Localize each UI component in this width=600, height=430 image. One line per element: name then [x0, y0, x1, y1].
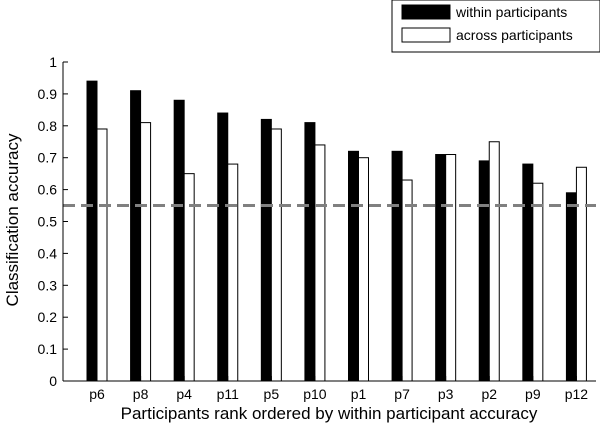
y-tick-label-0.2: 0.2 — [38, 309, 58, 325]
legend-label-within: within participants — [455, 4, 567, 20]
bar-across-p5 — [270, 128, 282, 382]
bar-across-p11 — [227, 163, 239, 382]
legend-swatch-within — [401, 4, 451, 20]
bar-across-p2 — [488, 141, 500, 382]
y-tick-label-0.5: 0.5 — [38, 214, 58, 230]
legend-label-across: across participants — [456, 27, 573, 43]
y-tick-label-0.7: 0.7 — [38, 150, 58, 166]
x-tick-label-p7: p7 — [394, 386, 410, 402]
x-tick-label-p11: p11 — [217, 386, 240, 402]
y-tick-label-0.8: 0.8 — [38, 118, 58, 134]
x-tick-label-p10: p10 — [303, 386, 327, 402]
x-tick-label-p2: p2 — [481, 386, 497, 402]
y-tick-label-0.6: 0.6 — [38, 182, 58, 198]
legend: within participants across participants — [391, 0, 600, 53]
x-tick-label-p4: p4 — [176, 386, 192, 402]
y-tick-label-0: 0 — [49, 373, 57, 389]
x-tick-label-p1: p1 — [351, 386, 367, 402]
bar-within-p11 — [217, 112, 229, 382]
x-tick-label-p6: p6 — [89, 386, 105, 402]
bar-across-p6 — [96, 128, 108, 382]
bar-within-p1 — [348, 150, 359, 382]
x-tick-label-p3: p3 — [438, 386, 454, 402]
bar-across-p3 — [445, 154, 457, 382]
bar-across-p1 — [358, 157, 369, 382]
x-tick-label-p8: p8 — [133, 386, 149, 402]
x-tick-label-p12: p12 — [565, 386, 589, 402]
bar-across-p8 — [140, 122, 152, 382]
bar-within-p9 — [522, 163, 534, 382]
y-axis-title: Classification accuracy — [3, 133, 22, 306]
bar-within-p3 — [435, 154, 447, 382]
axes: p6 p8 p4 p11 p5 p10 p1 p7 p3 p2 p9 p12 0 0.1 0.2 0.3 0.4… — [38, 54, 596, 402]
y-tick-label-0.3: 0.3 — [38, 277, 58, 293]
bar-across-p10 — [314, 144, 326, 382]
bar-across-p12 — [575, 166, 587, 382]
bars — [86, 80, 587, 382]
bar-within-p7 — [391, 150, 403, 382]
x-tick-label-p5: p5 — [264, 386, 280, 402]
bar-within-p4 — [173, 99, 185, 382]
y-tick-label-0.1: 0.1 — [38, 341, 58, 357]
bar-within-p6 — [86, 80, 98, 382]
bar-across-p7 — [401, 179, 413, 382]
y-tick-label-1: 1 — [49, 54, 57, 70]
x-tick-label-p9: p9 — [525, 386, 541, 402]
x-axis-title: Participants rank ordered by within part… — [121, 404, 538, 423]
bar-within-p8 — [130, 90, 142, 382]
bar-within-p10 — [304, 122, 316, 382]
legend-swatch-across — [401, 27, 451, 43]
y-tick-label-0.4: 0.4 — [38, 245, 58, 261]
bar-across-p9 — [532, 182, 544, 382]
bar-within-p12 — [565, 192, 577, 382]
y-tick-label-0.9: 0.9 — [38, 86, 58, 102]
bar-within-p2 — [478, 160, 490, 382]
bar-within-p5 — [260, 118, 272, 382]
